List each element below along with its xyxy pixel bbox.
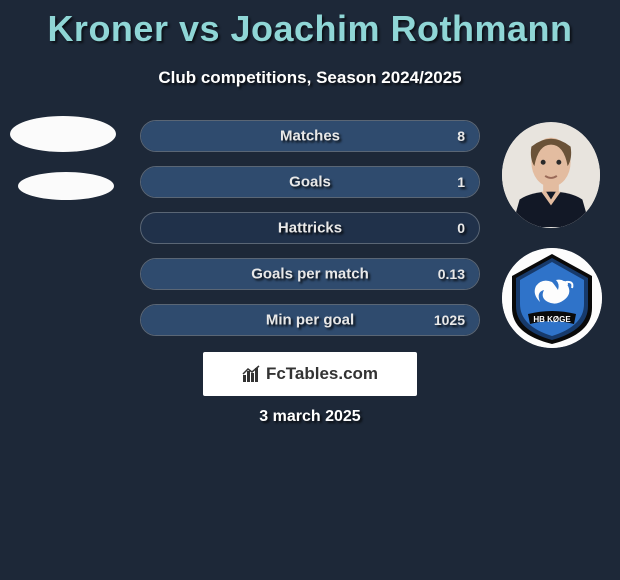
left-club-badge (18, 172, 114, 200)
left-player-avatar (10, 116, 116, 152)
right-club-badge: HB KØGE (502, 248, 602, 348)
stat-value-right: 0 (457, 220, 465, 236)
stats-list: Matches 8 Goals 1 Hattricks 0 Goals per match 0… (140, 120, 480, 350)
stat-row: Hattricks 0 (140, 212, 480, 244)
stat-label: Matches (280, 128, 340, 145)
date-text: 3 march 2025 (0, 408, 620, 426)
stat-row: Goals 1 (140, 166, 480, 198)
brand-badge: FcTables.com (203, 352, 417, 396)
svg-text:HB KØGE: HB KØGE (533, 315, 571, 324)
right-player-avatar (502, 122, 600, 228)
page-title: Kroner vs Joachim Rothmann (0, 0, 620, 50)
stat-value-right: 0.13 (438, 266, 465, 282)
bars-icon (242, 365, 262, 383)
stat-row: Matches 8 (140, 120, 480, 152)
stat-label: Hattricks (278, 220, 342, 237)
right-player-column: HB KØGE (502, 122, 602, 348)
stat-label: Min per goal (266, 312, 354, 329)
stat-value-right: 8 (457, 128, 465, 144)
stat-label: Goals per match (251, 266, 369, 283)
stat-row: Goals per match 0.13 (140, 258, 480, 290)
stat-label: Goals (289, 174, 331, 191)
stat-row: Min per goal 1025 (140, 304, 480, 336)
left-player-column (10, 116, 116, 220)
stat-value-right: 1025 (434, 312, 465, 328)
stat-value-right: 1 (457, 174, 465, 190)
brand-text: FcTables.com (266, 364, 378, 384)
page-subtitle: Club competitions, Season 2024/2025 (0, 68, 620, 88)
